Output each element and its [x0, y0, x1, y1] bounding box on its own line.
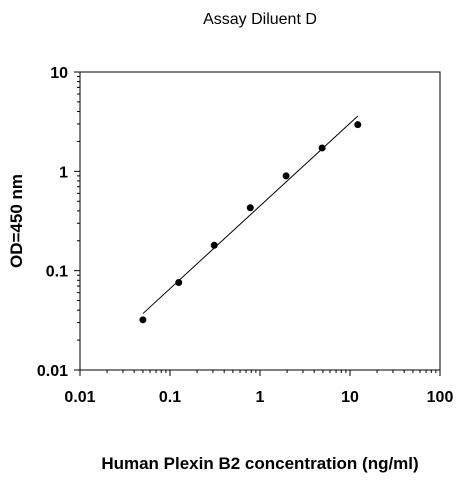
y-tick-label: 10 [50, 65, 68, 82]
plot-area: 0.01 0.1 1 10 100 0.01 0.1 1 10 [37, 65, 454, 406]
chart-title: Assay Diluent D [203, 11, 317, 28]
data-point [210, 241, 218, 249]
x-axis-label: Human Plexin B2 concentration (ng/ml) [101, 454, 418, 473]
x-tick-label: 10 [341, 389, 359, 406]
x-tick-label: 100 [427, 389, 454, 406]
y-tick-label: 0.1 [46, 264, 68, 281]
x-tick-label: 1 [256, 389, 265, 406]
x-tick-label: 0.01 [64, 389, 95, 406]
x-tick-label: 0.1 [159, 389, 181, 406]
y-tick-label: 0.01 [37, 363, 68, 380]
fit-line [142, 115, 359, 314]
y-axis-label: OD=450 nm [7, 174, 26, 268]
data-point [282, 172, 290, 180]
plot-frame [79, 71, 441, 371]
y-tick-label: 1 [59, 164, 68, 181]
data-point [318, 144, 326, 152]
data-point [354, 121, 362, 129]
data-point [139, 316, 147, 324]
data-point [246, 204, 254, 212]
data-point [175, 279, 183, 287]
